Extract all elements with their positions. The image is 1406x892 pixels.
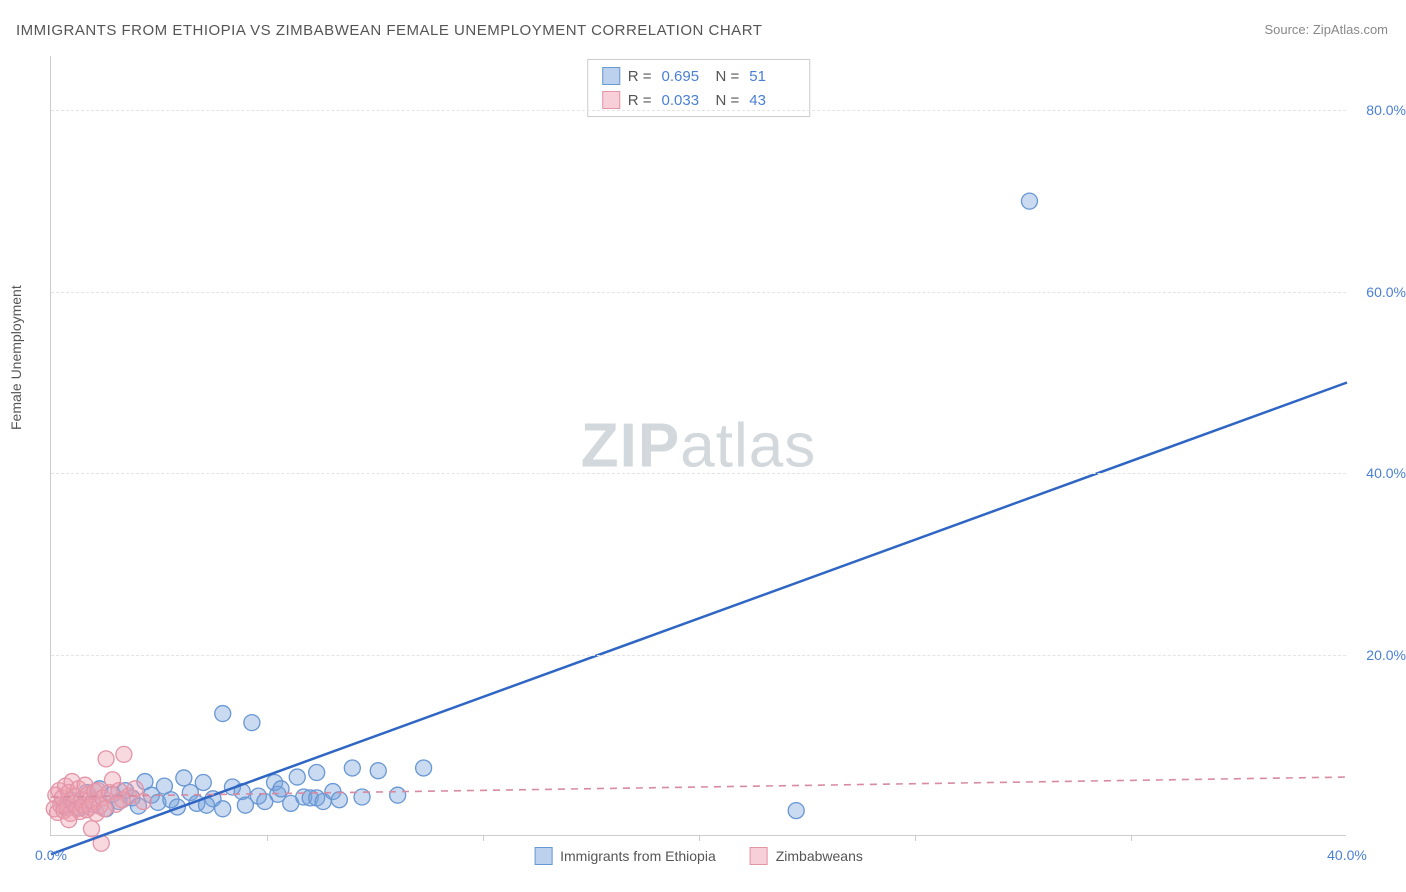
x-minor-tick <box>1131 835 1132 841</box>
grid-line-h <box>51 292 1346 293</box>
grid-line-h <box>51 110 1346 111</box>
data-point-series-1 <box>309 765 325 781</box>
y-tick-label: 60.0% <box>1351 284 1406 300</box>
data-point-series-1 <box>244 715 260 731</box>
data-point-series-2 <box>61 812 77 828</box>
data-point-series-1 <box>370 763 386 779</box>
chart-title: IMMIGRANTS FROM ETHIOPIA VS ZIMBABWEAN F… <box>16 22 762 39</box>
grid-line-h <box>51 655 1346 656</box>
data-point-series-1 <box>788 803 804 819</box>
y-tick-label: 20.0% <box>1351 647 1406 663</box>
data-point-series-1 <box>344 760 360 776</box>
y-tick-label: 40.0% <box>1351 465 1406 481</box>
y-tick-label: 80.0% <box>1351 102 1406 118</box>
swatch-series-2 <box>750 847 768 865</box>
data-point-series-2 <box>114 792 130 808</box>
trend-line-series-1 <box>51 383 1347 855</box>
swatch-series-1 <box>534 847 552 865</box>
data-point-series-1 <box>289 769 305 785</box>
y-axis-label: Female Unemployment <box>8 285 24 430</box>
data-point-series-1 <box>215 801 231 817</box>
data-point-series-1 <box>1021 193 1037 209</box>
data-point-series-2 <box>84 821 100 837</box>
chart-svg <box>51 56 1346 835</box>
data-point-series-1 <box>195 774 211 790</box>
data-point-series-1 <box>215 706 231 722</box>
x-minor-tick <box>915 835 916 841</box>
legend-item-series-2: Zimbabweans <box>750 847 863 865</box>
x-tick-label: 40.0% <box>1327 847 1367 863</box>
source-attribution: Source: ZipAtlas.com <box>1264 22 1388 37</box>
x-minor-tick <box>483 835 484 841</box>
plot-area: ZIPatlas R = 0.695 N = 51 R = 0.033 N = … <box>50 56 1346 836</box>
x-tick-label: 0.0% <box>35 847 67 863</box>
legend-label-1: Immigrants from Ethiopia <box>560 848 716 864</box>
legend-label-2: Zimbabweans <box>776 848 863 864</box>
data-point-series-2 <box>98 751 114 767</box>
legend-item-series-1: Immigrants from Ethiopia <box>534 847 716 865</box>
data-point-series-1 <box>331 792 347 808</box>
data-point-series-2 <box>116 746 132 762</box>
data-point-series-1 <box>390 787 406 803</box>
grid-line-h <box>51 473 1346 474</box>
x-minor-tick <box>267 835 268 841</box>
x-minor-tick <box>699 835 700 841</box>
legend-bottom: Immigrants from Ethiopia Zimbabweans <box>534 847 863 865</box>
data-point-series-1 <box>176 770 192 786</box>
data-point-series-1 <box>273 781 289 797</box>
data-point-series-1 <box>237 797 253 813</box>
data-point-series-2 <box>96 801 112 817</box>
data-point-series-1 <box>416 760 432 776</box>
